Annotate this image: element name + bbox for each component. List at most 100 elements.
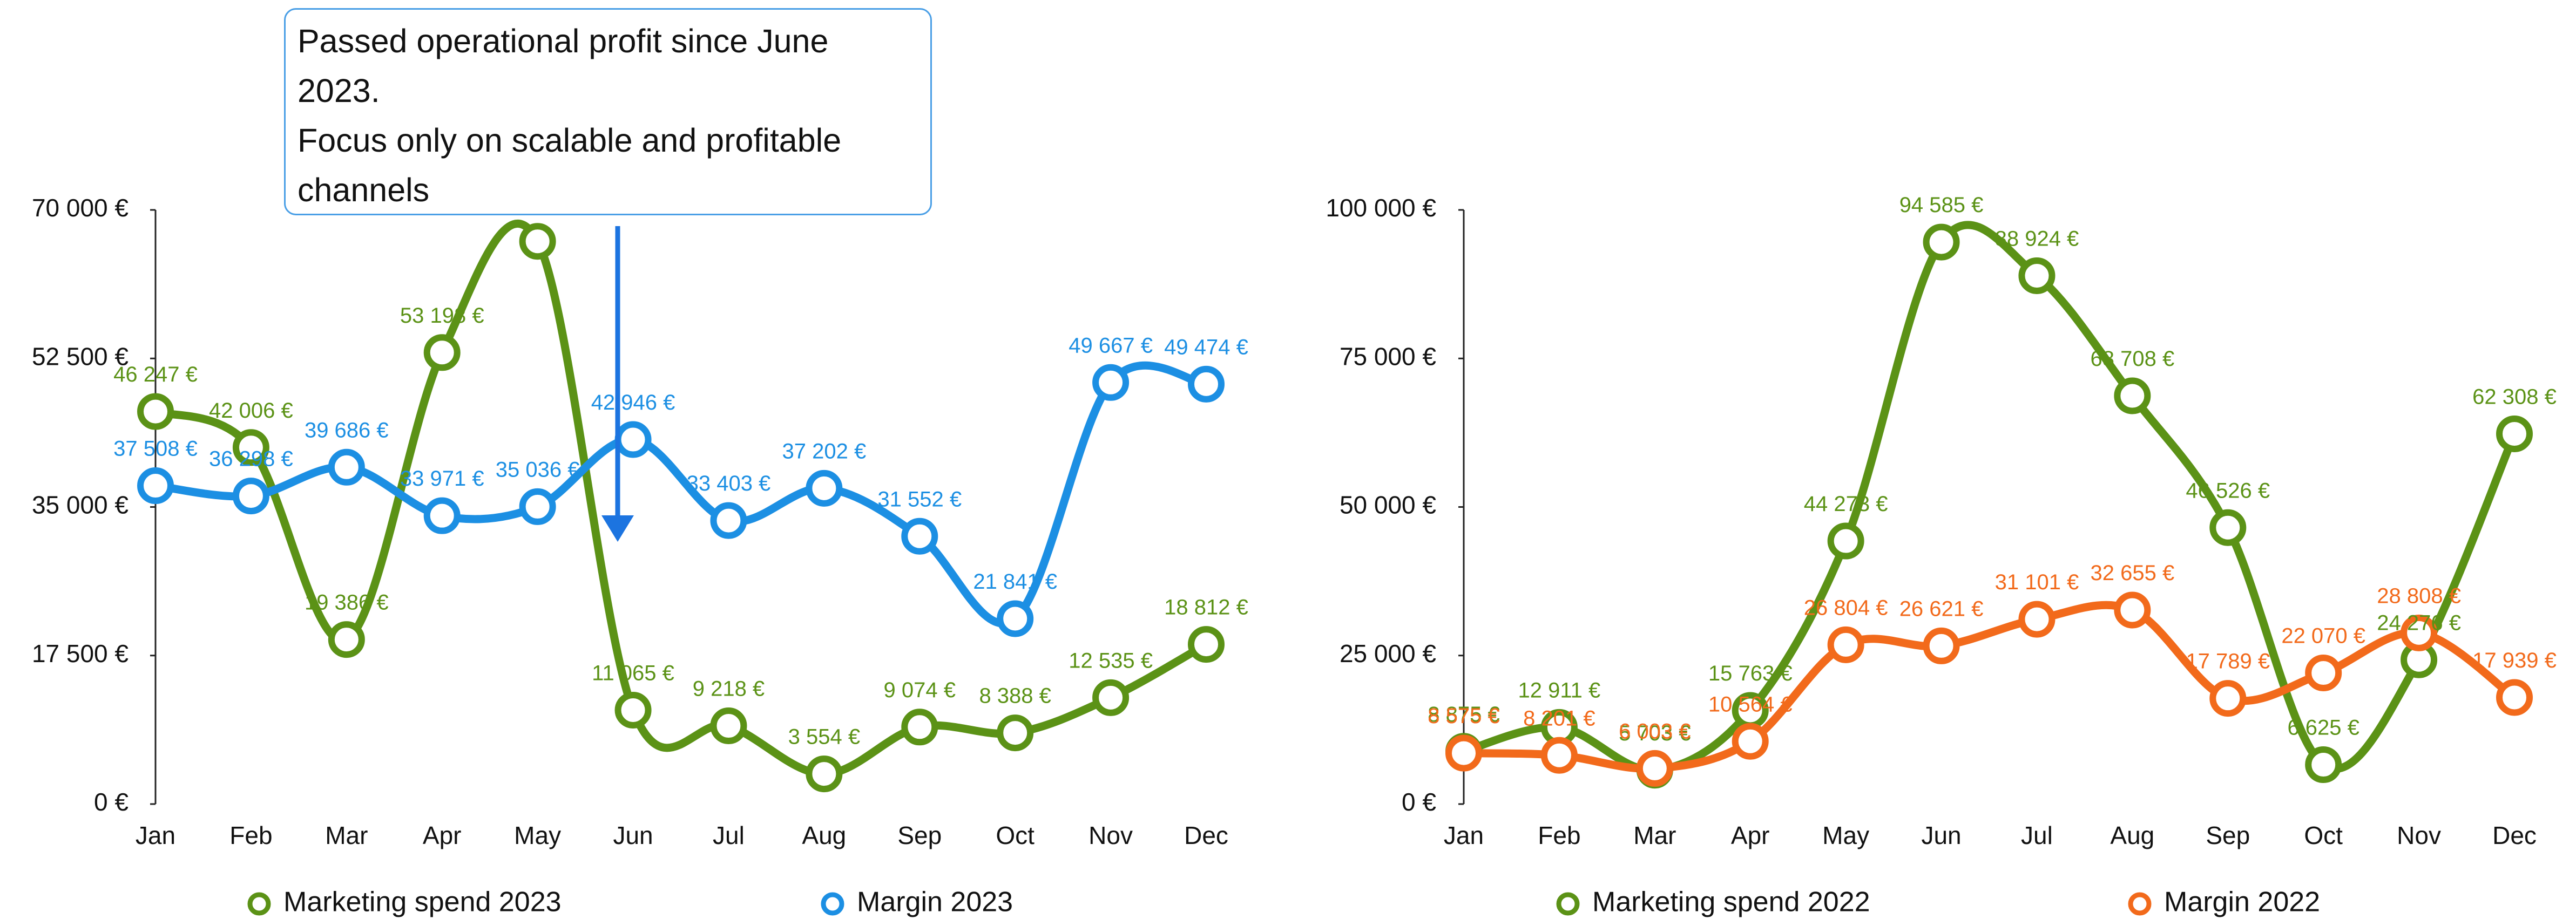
data-label: 28 808 €: [2377, 584, 2461, 608]
x-tick-label: Nov: [1088, 821, 1133, 849]
point: [1636, 750, 1673, 787]
point: [1732, 723, 1769, 760]
x-tick-label: Oct: [996, 821, 1035, 849]
data-label: 88 924 €: [1995, 227, 2079, 251]
x-tick-label: Oct: [2304, 821, 2343, 849]
point: [2496, 679, 2533, 716]
data-label: 36 298 €: [209, 447, 293, 471]
legend-label: Marketing spend 2023: [283, 887, 562, 918]
data-label: 8 388 €: [979, 684, 1051, 708]
data-label: 32 655 €: [2091, 561, 2175, 585]
point: [614, 421, 652, 458]
point: [614, 691, 652, 729]
data-label: 26 621 €: [1899, 597, 1984, 621]
y-tick-label: 50 000 €: [1340, 491, 1436, 519]
data-label: 8 875 €: [1428, 703, 1499, 726]
y-tick-label: 25 000 €: [1340, 639, 1436, 668]
point: [2209, 680, 2247, 717]
data-label: 31 552 €: [877, 487, 962, 511]
data-label: 35 036 €: [496, 458, 580, 481]
point: [901, 518, 938, 555]
legend-marker: [821, 892, 844, 916]
y-tick-label: 75 000 €: [1340, 342, 1436, 370]
point: [710, 707, 747, 745]
point: [2018, 601, 2056, 638]
data-label: 26 804 €: [1804, 596, 1888, 620]
chart: 0 € 25 000 € 50 000 € 75 000 € 100 000 € Jan F…: [1326, 193, 2557, 918]
point: [423, 497, 461, 534]
data-label: 12 911 €: [1518, 678, 1601, 702]
x-tick-label: Aug: [802, 821, 846, 849]
x-tick-label: Nov: [2397, 821, 2441, 849]
point: [2114, 591, 2151, 629]
point: [710, 502, 747, 539]
y-tick-label: 17 500 €: [32, 639, 129, 668]
data-label: 37 508 €: [113, 437, 198, 461]
x-tick-label: Dec: [1184, 821, 1228, 849]
data-label: 39 686 €: [305, 418, 389, 442]
point: [1923, 223, 1960, 261]
data-label: 8 575 €: [1428, 704, 1499, 728]
x-tick-label: Jun: [613, 821, 653, 849]
data-label: 9 074 €: [884, 678, 956, 702]
data-label: 21 841 €: [973, 570, 1057, 594]
point: [423, 334, 461, 371]
x-tick-label: Sep: [2206, 821, 2250, 849]
data-label: 5 703 €: [1619, 721, 1691, 745]
point: [1827, 626, 1864, 663]
point: [2305, 655, 2342, 692]
point: [519, 223, 556, 260]
legend-marker: [2128, 892, 2152, 916]
data-label: 46 247 €: [113, 363, 198, 386]
data-label: 17 789 €: [2186, 650, 2270, 673]
data-label: 15 763 €: [1708, 662, 1793, 685]
annotation-arrowhead: [601, 515, 634, 542]
point: [1923, 627, 1960, 664]
y-tick-label: 35 000 €: [32, 491, 129, 519]
data-label: 42 006 €: [209, 399, 293, 423]
point: [1092, 679, 1130, 716]
point: [1445, 734, 1482, 772]
data-label: 33 971 €: [400, 467, 484, 491]
point: [137, 393, 174, 430]
x-tick-label: Aug: [2110, 821, 2154, 849]
point: [1092, 364, 1130, 401]
data-label: 22 070 €: [2281, 624, 2365, 648]
point: [2114, 377, 2151, 414]
data-label: 37 202 €: [782, 439, 867, 463]
point: [997, 714, 1034, 752]
y-tick-label: 100 000 €: [1326, 194, 1436, 222]
data-label: 18 812 €: [1164, 596, 1248, 620]
data-label: 10 564 €: [1708, 692, 1793, 716]
data-label: 44 273 €: [1804, 492, 1888, 516]
legend-label: Margin 2022: [2164, 887, 2320, 918]
data-label: 6 003 €: [1619, 719, 1691, 743]
x-tick-label: Feb: [1538, 821, 1580, 849]
data-label: 42 946 €: [591, 391, 675, 414]
point: [137, 467, 174, 505]
point: [2401, 614, 2438, 651]
data-label: 8 201 €: [1523, 706, 1595, 730]
series-line: [1462, 221, 2518, 774]
y-tick-label: 0 €: [1402, 788, 1436, 816]
point: [1188, 626, 1225, 663]
x-tick-label: Jul: [713, 821, 745, 849]
data-label: 17 939 €: [2472, 649, 2557, 672]
point: [328, 621, 365, 658]
point: [901, 709, 938, 746]
data-label: 3 554 €: [788, 725, 860, 749]
point: [2209, 509, 2247, 546]
data-label: 6 625 €: [2287, 716, 2359, 740]
annotation: Passed operational profit since June 202…: [284, 8, 932, 215]
x-tick-label: Mar: [1633, 821, 1676, 849]
legend-label: Marketing spend 2022: [1592, 887, 1870, 918]
point: [519, 488, 556, 525]
point: [2305, 746, 2342, 784]
legend-marker: [247, 892, 271, 916]
legend-marker: [1556, 892, 1580, 916]
point: [232, 478, 269, 515]
y-tick-label: 52 500 €: [32, 342, 129, 370]
x-tick-label: May: [514, 821, 561, 849]
data-label: 94 585 €: [1899, 193, 1984, 217]
